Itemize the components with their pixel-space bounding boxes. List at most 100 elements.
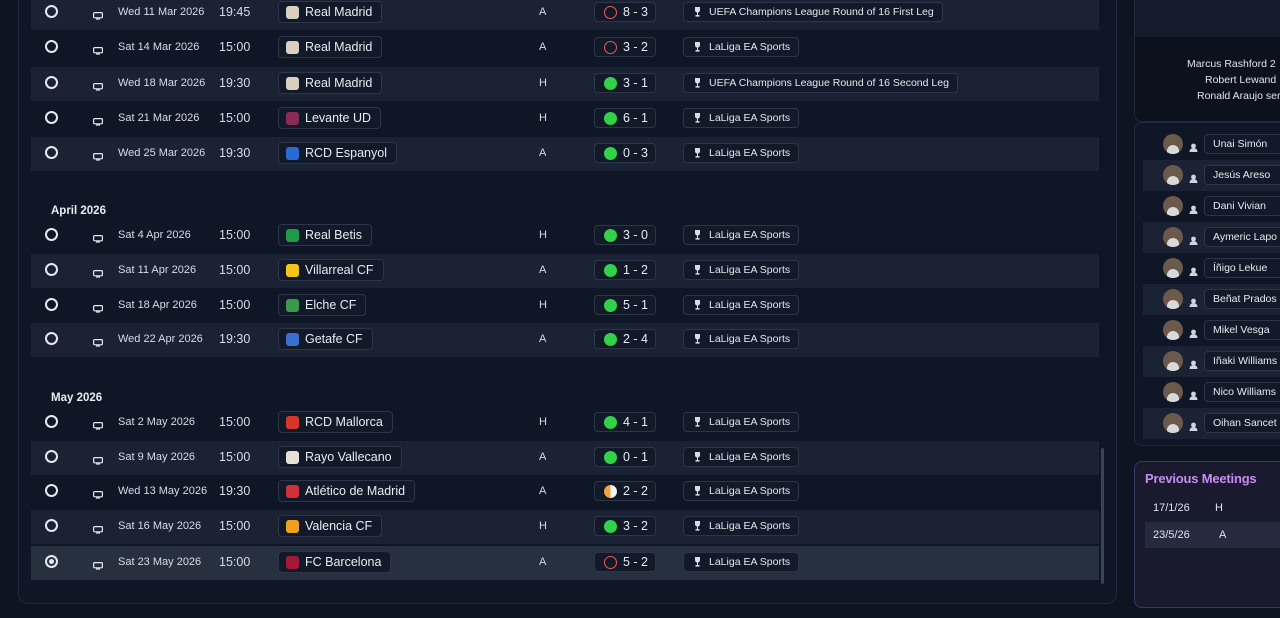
competition-button[interactable]: LaLiga EA Sports xyxy=(683,552,800,572)
select-radio[interactable] xyxy=(45,332,58,345)
fixture-row[interactable]: Sat 18 Apr 2026 15:00 Elche CF H 5 - 1 LaLiga… xyxy=(31,289,1099,323)
player-row[interactable]: Oihan Sancet xyxy=(1143,408,1280,439)
fixture-row[interactable]: Sat 4 Apr 2026 15:00 Real Betis H 3 - 0 LaLig… xyxy=(31,219,1099,253)
competition-button[interactable]: LaLiga EA Sports xyxy=(683,481,800,501)
fixture-row[interactable]: Sat 9 May 2026 15:00 Rayo Vallecano A 0 - 1 L… xyxy=(31,441,1099,475)
player-row[interactable]: Íñigo Lekue xyxy=(1143,253,1280,284)
tv-broadcast-icon xyxy=(93,521,104,534)
note-line: Marcus Rashford 2 xyxy=(1187,58,1276,70)
fixture-row[interactable]: Sat 2 May 2026 15:00 RCD Mallorca H 4 - 1 LaL… xyxy=(31,406,1099,440)
opponent-button[interactable]: FC Barcelona xyxy=(278,551,392,573)
score-button[interactable]: 8 - 3 xyxy=(594,2,656,22)
opponent-button[interactable]: RCD Mallorca xyxy=(278,411,393,433)
select-radio[interactable] xyxy=(45,146,58,159)
player-name-button[interactable]: Beñat Prados xyxy=(1204,289,1280,309)
competition-button[interactable]: LaLiga EA Sports xyxy=(683,225,800,245)
fixtures-scrollbar[interactable] xyxy=(1101,448,1104,584)
select-radio[interactable] xyxy=(45,40,58,53)
score-button[interactable]: 4 - 1 xyxy=(594,412,656,432)
player-row[interactable]: Beñat Prados xyxy=(1143,284,1280,315)
select-radio[interactable] xyxy=(45,111,58,124)
fixture-row[interactable]: Wed 13 May 2026 19:30 Atlético de Madrid A 2… xyxy=(31,475,1099,509)
select-radio[interactable] xyxy=(45,263,58,276)
player-row[interactable]: Mikel Vesga xyxy=(1143,315,1280,346)
competition-button[interactable]: UEFA Champions League Round of 16 Second… xyxy=(683,73,958,93)
fixture-row[interactable]: Sat 14 Mar 2026 15:00 Real Madrid A 3 - 2 LaL… xyxy=(31,31,1099,65)
select-radio[interactable] xyxy=(45,450,58,463)
fixture-row[interactable]: Wed 11 Mar 2026 19:45 Real Madrid A 8 - 3 UEF… xyxy=(31,0,1099,30)
score-text: 8 - 3 xyxy=(623,5,649,19)
player-name-button[interactable]: Nico Williams xyxy=(1204,382,1280,402)
select-radio[interactable] xyxy=(45,298,58,311)
score-button[interactable]: 5 - 1 xyxy=(594,295,656,315)
player-row[interactable]: Iñaki Williams xyxy=(1143,346,1280,377)
score-button[interactable]: 3 - 1 xyxy=(594,73,656,93)
player-row[interactable]: Nico Williams xyxy=(1143,377,1280,408)
opponent-button[interactable]: Elche CF xyxy=(278,294,367,316)
meeting-row[interactable]: 23/5/26 A xyxy=(1145,522,1280,548)
player-row[interactable]: Unai Simón xyxy=(1143,129,1280,160)
score-button[interactable]: 0 - 3 xyxy=(594,143,656,163)
player-name-button[interactable]: Oihan Sancet xyxy=(1204,413,1280,433)
fixture-row[interactable]: Wed 22 Apr 2026 19:30 Getafe CF A 2 - 4 LaLig… xyxy=(31,323,1099,357)
fixture-time: 19:30 xyxy=(219,484,251,498)
opponent-button[interactable]: Villarreal CF xyxy=(278,259,384,281)
club-crest-icon xyxy=(286,415,299,429)
competition-button[interactable]: LaLiga EA Sports xyxy=(683,516,800,536)
competition-button[interactable]: LaLiga EA Sports xyxy=(683,412,800,432)
select-radio[interactable] xyxy=(45,76,58,89)
competition-button[interactable]: LaLiga EA Sports xyxy=(683,329,800,349)
select-radio[interactable] xyxy=(45,5,58,18)
score-button[interactable]: 3 - 0 xyxy=(594,225,656,245)
score-button[interactable]: 3 - 2 xyxy=(594,37,656,57)
opponent-button[interactable]: Real Madrid xyxy=(278,1,383,23)
fixture-row[interactable]: Sat 11 Apr 2026 15:00 Villarreal CF A 1 - 2 L… xyxy=(31,254,1099,288)
player-name-button[interactable]: Dani Vivian xyxy=(1204,196,1280,216)
opponent-button[interactable]: Real Betis xyxy=(278,224,372,246)
meeting-row[interactable]: 17/1/26 H xyxy=(1145,495,1280,521)
player-name-button[interactable]: Iñaki Williams xyxy=(1204,351,1280,371)
competition-button[interactable]: LaLiga EA Sports xyxy=(683,143,800,163)
result-win-icon xyxy=(604,146,617,160)
select-radio[interactable] xyxy=(45,519,58,532)
player-name-button[interactable]: Aymeric Lapo xyxy=(1204,227,1280,247)
competition-button[interactable]: UEFA Champions League Round of 16 First … xyxy=(683,2,943,22)
select-radio[interactable] xyxy=(45,484,58,497)
competition-button[interactable]: LaLiga EA Sports xyxy=(683,260,800,280)
player-name-button[interactable]: Jesús Areso xyxy=(1204,165,1280,185)
score-button[interactable]: 2 - 4 xyxy=(594,329,656,349)
opponent-button[interactable]: Valencia CF xyxy=(278,515,383,537)
opponent-button[interactable]: Real Madrid xyxy=(278,36,383,58)
select-radio[interactable] xyxy=(45,555,58,568)
score-button[interactable]: 6 - 1 xyxy=(594,108,656,128)
opponent-button[interactable]: Levante UD xyxy=(278,107,382,129)
score-button[interactable]: 2 - 2 xyxy=(594,481,656,501)
player-row[interactable]: Dani Vivian xyxy=(1143,191,1280,222)
fixture-row[interactable]: Wed 18 Mar 2026 19:30 Real Madrid H 3 - 1 UEF… xyxy=(31,67,1099,101)
opponent-button[interactable]: Atlético de Madrid xyxy=(278,480,416,502)
opponent-button[interactable]: RCD Espanyol xyxy=(278,142,397,164)
competition-button[interactable]: LaLiga EA Sports xyxy=(683,447,800,467)
score-button[interactable]: 1 - 2 xyxy=(594,260,656,280)
score-button[interactable]: 0 - 1 xyxy=(594,447,656,467)
opponent-button[interactable]: Rayo Vallecano xyxy=(278,446,402,468)
fixture-row[interactable]: Sat 16 May 2026 15:00 Valencia CF H 3 - 2 LaL… xyxy=(31,510,1099,544)
player-row[interactable]: Jesús Areso xyxy=(1143,160,1280,191)
competition-button[interactable]: LaLiga EA Sports xyxy=(683,37,800,57)
player-name-button[interactable]: Mikel Vesga xyxy=(1204,320,1280,340)
score-button[interactable]: 3 - 2 xyxy=(594,516,656,536)
player-name-button[interactable]: Unai Simón xyxy=(1204,134,1280,154)
opponent-button[interactable]: Getafe CF xyxy=(278,328,373,350)
competition-button[interactable]: LaLiga EA Sports xyxy=(683,108,800,128)
opponent-button[interactable]: Real Madrid xyxy=(278,72,383,94)
score-button[interactable]: 5 - 2 xyxy=(594,552,656,572)
player-name-button[interactable]: Íñigo Lekue xyxy=(1204,258,1280,278)
competition-button[interactable]: LaLiga EA Sports xyxy=(683,295,800,315)
trophy-icon xyxy=(694,521,701,531)
player-row[interactable]: Aymeric Lapo xyxy=(1143,222,1280,253)
select-radio[interactable] xyxy=(45,415,58,428)
fixture-row[interactable]: Sat 21 Mar 2026 15:00 Levante UD H 6 - 1 LaLi… xyxy=(31,102,1099,136)
select-radio[interactable] xyxy=(45,228,58,241)
fixture-row[interactable]: Wed 25 Mar 2026 19:30 RCD Espanyol A 0 - 3 La… xyxy=(31,137,1099,171)
fixture-row[interactable]: Sat 23 May 2026 15:00 FC Barcelona A 5 - 2 La… xyxy=(31,546,1099,580)
